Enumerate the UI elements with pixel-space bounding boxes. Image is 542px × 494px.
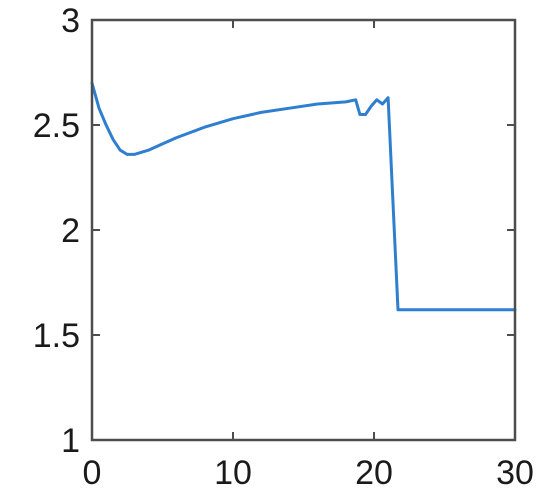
- plot-area-border: [90, 18, 517, 442]
- x-tick-label: 0: [83, 454, 102, 492]
- x-tick-label: 30: [496, 454, 534, 492]
- y-axis-ticks: [92, 19, 515, 441]
- y-tick-label: 2: [61, 212, 80, 250]
- y-tick-label: 1.5: [33, 317, 80, 355]
- x-tick-label: 20: [355, 454, 393, 492]
- x-axis-tick-labels: 0 10 20 30: [83, 454, 534, 492]
- y-tick-label: 3: [61, 2, 80, 40]
- y-axis-tick-labels: 1 1.5 2 2.5 3: [33, 2, 80, 460]
- y-tick-label: 1: [61, 422, 80, 460]
- x-axis-ticks: [91, 20, 516, 440]
- y-tick-label: 2.5: [33, 107, 80, 145]
- x-tick-label: 10: [214, 454, 252, 492]
- data-series-line: [90, 81, 517, 312]
